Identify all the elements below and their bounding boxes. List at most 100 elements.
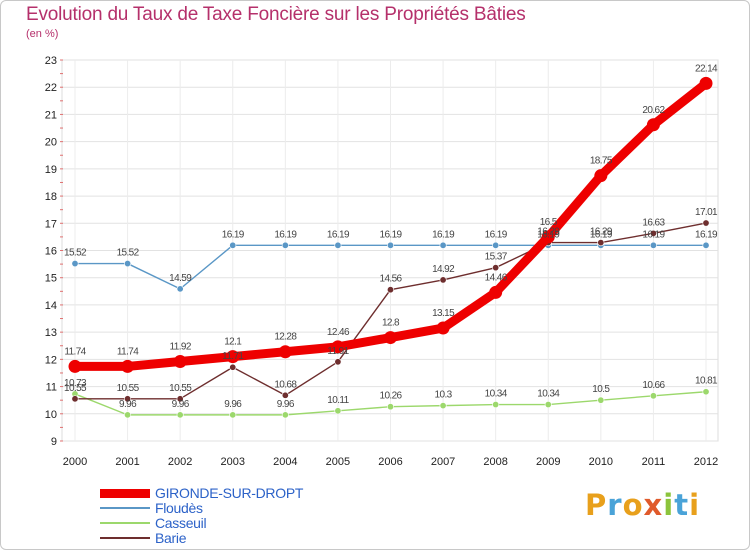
data-point (229, 241, 237, 249)
legend-item-casseuil: Casseuil (100, 516, 360, 531)
y-unit-label: (en %) (26, 28, 59, 40)
data-label: 14.59 (169, 273, 192, 284)
data-label: 10.55 (169, 383, 192, 394)
legend-label: GIRONDE-SUR-DROPT (155, 485, 304, 501)
x-tick-label: 2007 (431, 456, 455, 468)
data-label: 16.19 (327, 229, 350, 240)
y-tick-label: 20 (45, 137, 57, 149)
logo-letter: r (607, 488, 623, 522)
y-tick-label: 14 (45, 300, 57, 312)
data-point (386, 286, 394, 294)
logo-letter: i (689, 488, 701, 522)
data-label: 10.34 (485, 389, 508, 400)
data-label: 16.63 (642, 217, 665, 228)
x-tick-label: 2004 (273, 456, 297, 468)
data-label: 20.62 (642, 105, 665, 116)
data-label: 16.19 (432, 229, 455, 240)
series-layer (68, 76, 713, 419)
legend-swatch (100, 507, 150, 509)
data-point (176, 411, 184, 419)
data-label: 16.19 (485, 229, 508, 240)
data-point (541, 230, 555, 244)
data-point (489, 285, 503, 299)
x-tick-label: 2006 (378, 456, 402, 468)
data-label: 13.15 (432, 308, 455, 319)
y-tick-label: 13 (45, 327, 57, 339)
y-tick-label: 11 (46, 382, 57, 394)
data-point (597, 239, 605, 247)
data-label: 16.5 (540, 217, 558, 228)
data-label: 16.19 (274, 229, 297, 240)
data-label: 14.92 (432, 264, 455, 275)
legend-label: Casseuil (155, 515, 207, 531)
data-point (702, 241, 710, 249)
data-point (229, 411, 237, 419)
data-label: 9.96 (277, 399, 295, 410)
data-point (386, 403, 394, 411)
legend-item-floudes: Floudès (100, 501, 360, 516)
data-point (384, 331, 397, 345)
data-labels: 15.52 15.52 14.59 16.19 16.19 16.19 16.19 16.19… (64, 63, 719, 410)
data-label: 11.71 (222, 351, 244, 362)
data-label: 10.11 (327, 395, 349, 406)
data-label: 11.92 (170, 342, 192, 353)
data-point (649, 241, 657, 249)
y-tick-label: 23 (45, 55, 57, 67)
data-point (334, 407, 342, 415)
logo-letter: i (663, 488, 675, 522)
x-tick-label: 2010 (589, 456, 613, 468)
legend-label: Floudès (155, 500, 203, 516)
legend-swatch (100, 537, 150, 539)
x-tick-label: 2005 (326, 456, 350, 468)
proxiti-logo: Proxiti (585, 488, 700, 522)
data-label: 12.1 (224, 337, 242, 348)
data-label: 10.55 (64, 383, 87, 394)
y-tick-label: 15 (45, 273, 57, 285)
data-label: 9.96 (224, 399, 242, 410)
y-tick-label: 12 (45, 354, 57, 366)
data-label: 11.91 (327, 346, 349, 357)
data-label: 17.01 (695, 207, 718, 218)
data-point (439, 241, 447, 249)
data-point (173, 355, 187, 369)
data-label: 16.19 (379, 229, 402, 240)
data-point (439, 276, 447, 284)
data-point (646, 118, 660, 132)
data-point (386, 241, 394, 249)
data-label: 10.3 (435, 390, 453, 401)
data-label: 10.66 (642, 380, 665, 391)
data-label: 15.52 (64, 248, 87, 259)
data-point (71, 260, 79, 268)
data-point (492, 264, 500, 272)
data-point (702, 388, 710, 396)
data-label: 16.29 (537, 227, 560, 238)
data-point (649, 229, 657, 237)
data-label: 9.96 (172, 399, 190, 410)
data-label: 10.68 (274, 379, 297, 390)
data-label: 10.26 (379, 391, 402, 402)
data-point (281, 241, 289, 249)
data-point (699, 76, 713, 90)
data-point (597, 396, 605, 404)
y-tick-label: 19 (45, 164, 57, 176)
data-point (124, 411, 132, 419)
logo-letter: o (622, 488, 644, 522)
data-point (71, 395, 79, 403)
data-label: 16.19 (537, 229, 560, 240)
x-tick-label: 2011 (642, 456, 666, 468)
data-point (226, 350, 240, 364)
y-tick-label: 18 (45, 191, 57, 203)
data-label: 15.52 (117, 248, 140, 259)
data-label: 11.74 (117, 346, 139, 357)
x-tick-label: 2012 (694, 456, 718, 468)
y-tick-label: 10 (45, 409, 57, 421)
data-point (334, 241, 342, 249)
data-label: 10.55 (117, 383, 140, 394)
data-label: 12.28 (274, 332, 297, 343)
data-point (281, 411, 289, 419)
y-tick-label: 9 (51, 436, 57, 448)
x-tick-label: 2009 (536, 456, 560, 468)
data-point (649, 392, 657, 400)
data-label: 12.8 (382, 318, 400, 329)
x-tick-label: 2001 (115, 456, 139, 468)
